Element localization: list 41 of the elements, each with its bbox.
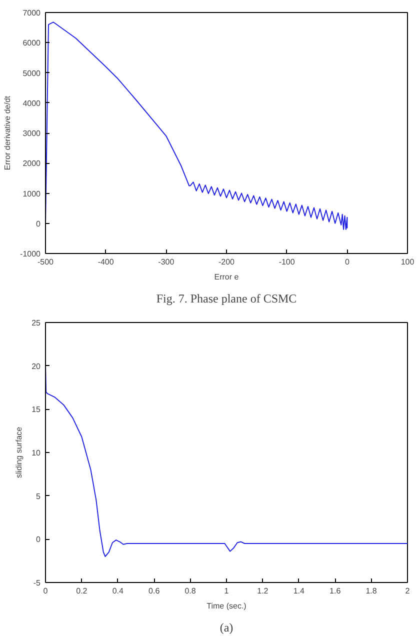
- x-tick-label: 1.2: [257, 586, 269, 596]
- y-tick-label: 1000: [22, 189, 42, 198]
- y-tick-label: 4000: [22, 98, 42, 108]
- y-tick-label: 0: [36, 219, 42, 228]
- y-tick-label: 15: [32, 405, 42, 414]
- x-tick-label: -400: [98, 258, 114, 266]
- x-tick-label: 0.2: [76, 586, 88, 596]
- x-tick-label: -300: [158, 258, 175, 266]
- x-tick-label: 1.6: [330, 586, 342, 596]
- y-tick-label: 5000: [22, 68, 42, 78]
- y-axis-title: sliding surface: [14, 426, 24, 478]
- x-tick-label: 0.6: [148, 586, 160, 596]
- x-tick-label: 0.8: [184, 586, 196, 596]
- x-axis-title: Time (sec.): [206, 602, 247, 610]
- y-tick-label: 5: [36, 492, 42, 501]
- y-tick-label: 20: [32, 362, 42, 371]
- x-tick-label: 2: [405, 586, 410, 596]
- line-series: [46, 22, 348, 230]
- x-tick-label: 0.4: [112, 586, 124, 596]
- y-tick-label: 6000: [22, 38, 42, 48]
- x-tick-label: 1.8: [366, 586, 378, 596]
- y-tick-label: 25: [32, 318, 42, 328]
- y-tick-label: 7000: [22, 8, 42, 18]
- caption: Fig. 7. Phase plane of CSMC: [156, 292, 297, 306]
- y-tick-label: -1000: [20, 250, 42, 258]
- x-tick-label: 100: [400, 258, 415, 266]
- x-tick-label: 1: [224, 586, 230, 596]
- x-tick-label: 0: [43, 586, 48, 596]
- x-tick-label: 1.4: [293, 586, 306, 596]
- x-tick-label: -100: [278, 258, 296, 266]
- y-tick-label: -5: [33, 578, 42, 588]
- y-tick-label: 3000: [22, 129, 42, 138]
- x-tick-label: -200: [218, 258, 236, 266]
- text: (a): [220, 620, 234, 634]
- x-tick-label: 0: [344, 258, 350, 266]
- y-tick-label: 10: [32, 448, 42, 458]
- y-tick-label: 2000: [22, 159, 42, 168]
- x-tick-label: -500: [37, 258, 54, 266]
- x-axis-title: Error e: [214, 272, 240, 282]
- y-axis-title: Error derivative de/dt: [3, 95, 12, 170]
- y-tick-label: 0: [36, 535, 42, 544]
